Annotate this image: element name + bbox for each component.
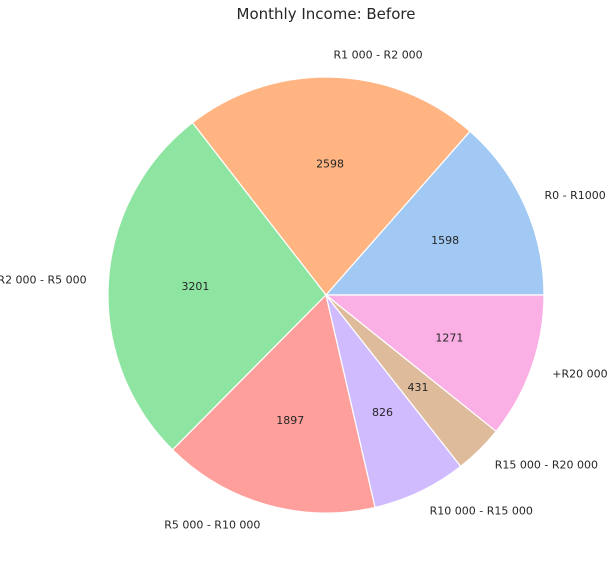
category-label-r1-000-r2-000: R1 000 - R2 000 xyxy=(333,48,422,61)
pie-slice-r0-r1000 xyxy=(324,130,545,296)
pie-slice-plus-r20-000 xyxy=(324,294,545,433)
category-label-plus-r20-000: +R20 000 xyxy=(552,367,607,380)
pie-category-labels: R0 - R1000 R1 000 - R2 000 R2 000 - R5 000… xyxy=(0,48,608,531)
chart-title: Monthly Income: Before xyxy=(237,5,416,23)
category-label-r0-r1000: R0 - R1000 xyxy=(545,189,606,202)
value-label-r0-r1000: 1598 xyxy=(431,234,459,247)
category-label-r10-000-r15-000: R10 000 - R15 000 xyxy=(430,504,533,517)
pie-value-labels: 1598 2598 3201 1897 826 431 1271 xyxy=(181,157,463,427)
pie-slice-r5-000-r10-000 xyxy=(171,293,376,514)
value-label-r10-000-r15-000: 826 xyxy=(372,406,393,419)
value-label-r15-000-r20-000: 431 xyxy=(408,381,429,394)
category-label-r5-000-r10-000: R5 000 - R10 000 xyxy=(164,519,260,532)
pie-slice-r2-000-r5-000 xyxy=(107,121,327,451)
pie-slices xyxy=(107,76,545,514)
value-label-r5-000-r10-000: 1897 xyxy=(276,414,304,427)
pie-slice-r1-000-r2-000 xyxy=(191,76,471,296)
value-label-r2-000-r5-000: 3201 xyxy=(181,280,209,293)
value-label-r1-000-r2-000: 2598 xyxy=(316,157,344,170)
category-label-r15-000-r20-000: R15 000 - R20 000 xyxy=(495,458,598,471)
value-label-plus-r20-000: 1271 xyxy=(435,331,463,344)
category-label-r2-000-r5-000: R2 000 - R5 000 xyxy=(0,273,87,286)
